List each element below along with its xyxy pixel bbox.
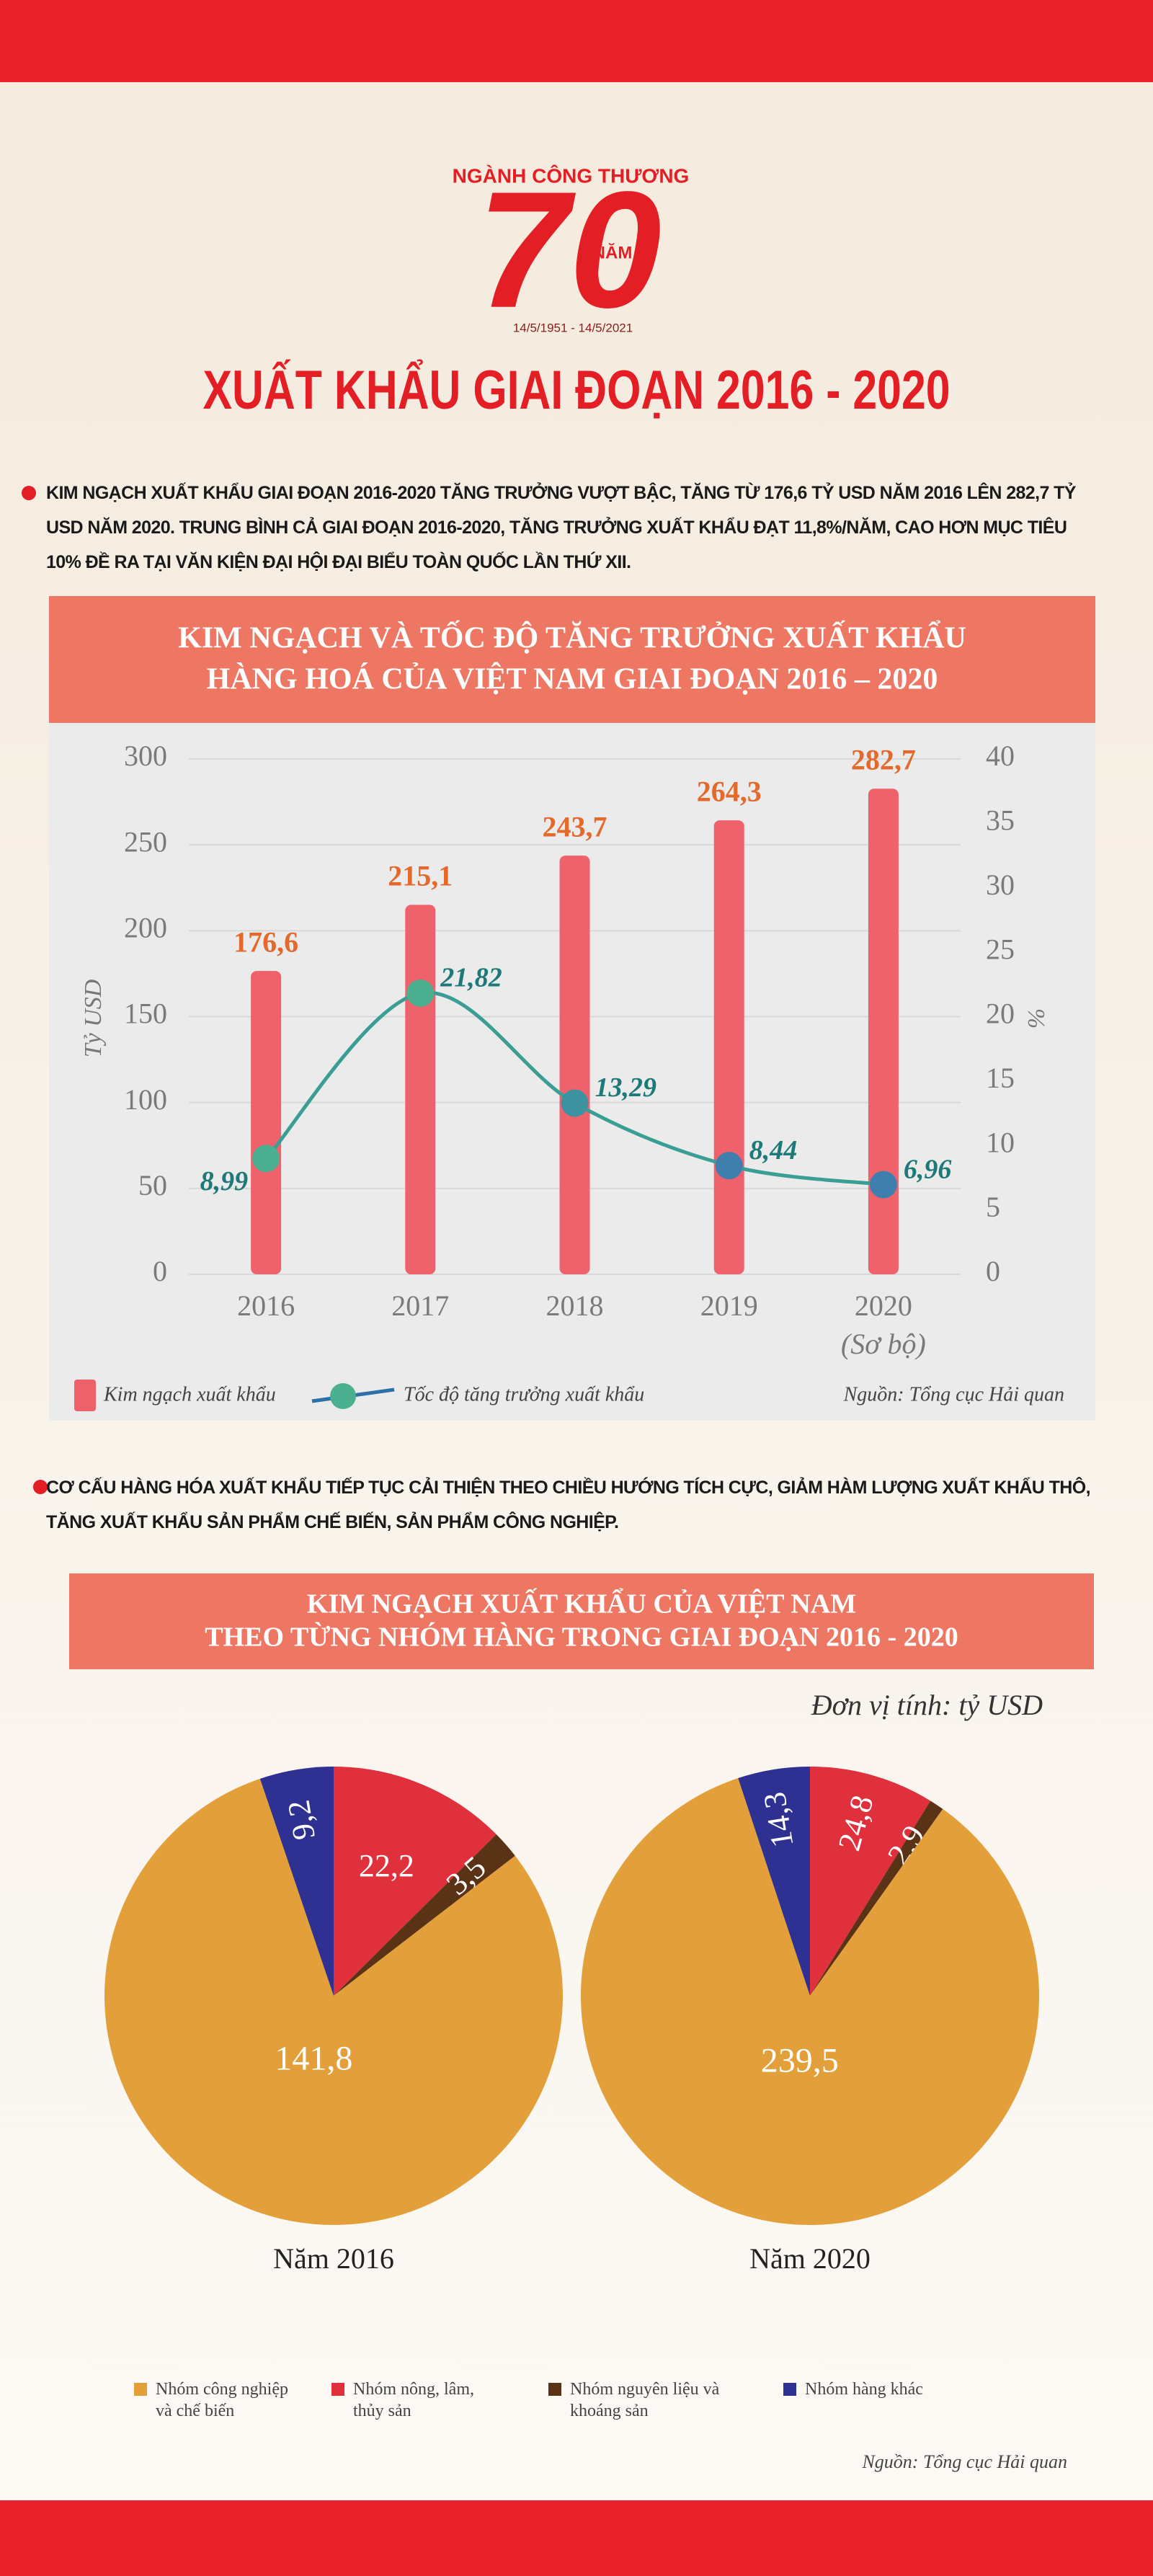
value-label: 239,5: [761, 2041, 839, 2079]
pie-slice: [259, 1767, 334, 1996]
source: Nguồn: Tổng cục Hải quan: [861, 2451, 1067, 2472]
value-label: 21,82: [440, 963, 502, 993]
logo-unit: NĂM: [593, 242, 633, 262]
legend-swatch: [548, 2383, 561, 2396]
value-label: 9,2: [281, 1798, 322, 1842]
bar: [559, 856, 590, 1274]
value-label: 22,2: [359, 1848, 414, 1883]
y2-tick-label: 20: [986, 998, 1015, 1030]
marker: [715, 1152, 743, 1180]
marker: [406, 979, 435, 1007]
legend-swatch: [783, 2383, 796, 2396]
value-label: 13,29: [595, 1072, 657, 1103]
legend-label: Nhóm nông, lâm, thủy sản: [353, 2380, 474, 2420]
legend-swatch: [330, 1383, 356, 1409]
y-tick-label: 0: [153, 1255, 167, 1287]
legend-item: Nhóm nông, lâm, thủy sản: [331, 2379, 497, 2422]
value-label: 176,6: [233, 925, 298, 958]
legend-label: Nhóm nguyên liệu và khoáng sản: [570, 2380, 720, 2420]
y2-tick-label: 5: [986, 1191, 1000, 1223]
marker: [561, 1089, 589, 1117]
chart-title: HÀNG HOÁ CỦA VIỆT NAM GIAI ĐOẠN 2016 – 2…: [207, 662, 938, 696]
pie-title: Năm 2020: [749, 2242, 871, 2275]
y-tick-label: 150: [124, 998, 167, 1030]
bottom-band: [0, 2500, 1153, 2576]
x-tick-label: 2018: [546, 1289, 604, 1322]
chart-header: [49, 596, 1095, 723]
x-tick-label: 2019: [700, 1289, 758, 1322]
y2-tick-label: 35: [986, 804, 1015, 837]
legend-swatch: [331, 2383, 344, 2396]
y2-axis-label: %: [1023, 1008, 1049, 1029]
bullet-dot: [22, 486, 36, 500]
value-label: 6,96: [904, 1154, 952, 1184]
legend-swatch: [74, 1380, 96, 1411]
y-tick-label: 250: [124, 825, 167, 858]
chart-title: KIM NGẠCH VÀ TỐC ĐỘ TĂNG TRƯỞNG XUẤT KHẨ…: [178, 620, 966, 655]
pie-slice: [738, 1767, 810, 1996]
legend-item: Nhóm hàng khác: [783, 2379, 992, 2400]
bullet-text: KIM NGẠCH XUẤT KHẨU GIAI ĐOẠN 2016-2020 …: [46, 483, 1076, 572]
value-label: 243,7: [543, 810, 607, 843]
x-tick-label: 2016: [237, 1289, 295, 1322]
value-label: 8,44: [749, 1135, 798, 1165]
value-label: 264,3: [697, 775, 762, 807]
y-tick-label: 50: [138, 1169, 167, 1202]
y2-tick-label: 30: [986, 869, 1015, 901]
value-label: 8,99: [200, 1166, 249, 1196]
x-note: (Sơ bộ): [841, 1328, 926, 1360]
top-band: [0, 0, 1153, 82]
pie-slice: [580, 1778, 1039, 2225]
marker: [869, 1171, 897, 1199]
x-tick-label: 2017: [391, 1289, 449, 1322]
legend-item: Nhóm nguyên liệu và khoáng sản: [548, 2379, 732, 2422]
value-label: 282,7: [851, 743, 916, 776]
logo-number: 70: [477, 157, 662, 342]
legend-label: Nhóm công nghiệp và chế biến: [156, 2380, 288, 2420]
bullet-dot: [33, 1480, 48, 1494]
bar: [868, 789, 899, 1274]
bar: [251, 971, 282, 1274]
chart-header: [69, 1573, 1094, 1669]
legend-label: Nhóm hàng khác: [805, 2380, 923, 2399]
line: [264, 990, 884, 1187]
legend-label: Kim ngạch xuất khẩu: [103, 1383, 276, 1405]
bullet-text: CƠ CẤU HÀNG HÓA XUẤT KHẨU TIẾP TỤC CẢI T…: [46, 1478, 1091, 1532]
y-axis-label: Tỷ USD: [80, 979, 107, 1057]
pie-slice: [334, 1834, 515, 1996]
pie-slice: [810, 1800, 943, 1996]
y2-tick-label: 10: [986, 1126, 1015, 1158]
x-tick-label: 2020: [855, 1289, 912, 1322]
y2-tick-label: 25: [986, 933, 1015, 965]
unit-note: Đơn vị tính: tỷ USD: [811, 1689, 1043, 1721]
y2-tick-label: 40: [986, 740, 1015, 772]
logo-dates: 14/5/1951 - 14/5/2021: [513, 321, 633, 334]
bar: [713, 820, 744, 1274]
chart-title: KIM NGẠCH XUẤT KHẨU CỦA VIỆT NAM: [307, 1589, 856, 1620]
y2-tick-label: 0: [986, 1255, 1000, 1287]
logo-top: NGÀNH CÔNG THƯƠNG: [453, 164, 690, 187]
y-tick-label: 300: [124, 740, 167, 772]
legend-item: Nhóm công nghiệp và chế biến: [134, 2379, 293, 2422]
main-title: XUẤT KHẨU GIAI ĐOẠN 2016 - 2020: [202, 360, 950, 421]
y-tick-label: 100: [124, 1083, 167, 1116]
value-label: 14,3: [757, 1790, 801, 1850]
marker: [252, 1145, 280, 1173]
legend-label: Tốc độ tăng trưởng xuất khẩu: [404, 1383, 644, 1405]
pie-title: Năm 2016: [273, 2242, 394, 2275]
source: Nguồn: Tổng cục Hải quan: [843, 1383, 1064, 1405]
value-label: 215,1: [388, 860, 453, 892]
pie-slice: [810, 1767, 931, 1996]
legend: Nhóm công nghiệp và chế biến Nhóm nông, l…: [0, 2379, 1153, 2436]
chart-title: THEO TỪNG NHÓM HÀNG TRONG GIAI ĐOẠN 2016…: [205, 1622, 958, 1653]
legend-swatch: [134, 2383, 147, 2396]
pie-slice: [334, 1767, 497, 1996]
bar: [405, 905, 436, 1274]
y2-tick-label: 15: [986, 1062, 1015, 1094]
value-label: 141,8: [275, 2039, 352, 2077]
y-tick-label: 200: [124, 912, 167, 944]
pie-slice: [104, 1778, 563, 2225]
